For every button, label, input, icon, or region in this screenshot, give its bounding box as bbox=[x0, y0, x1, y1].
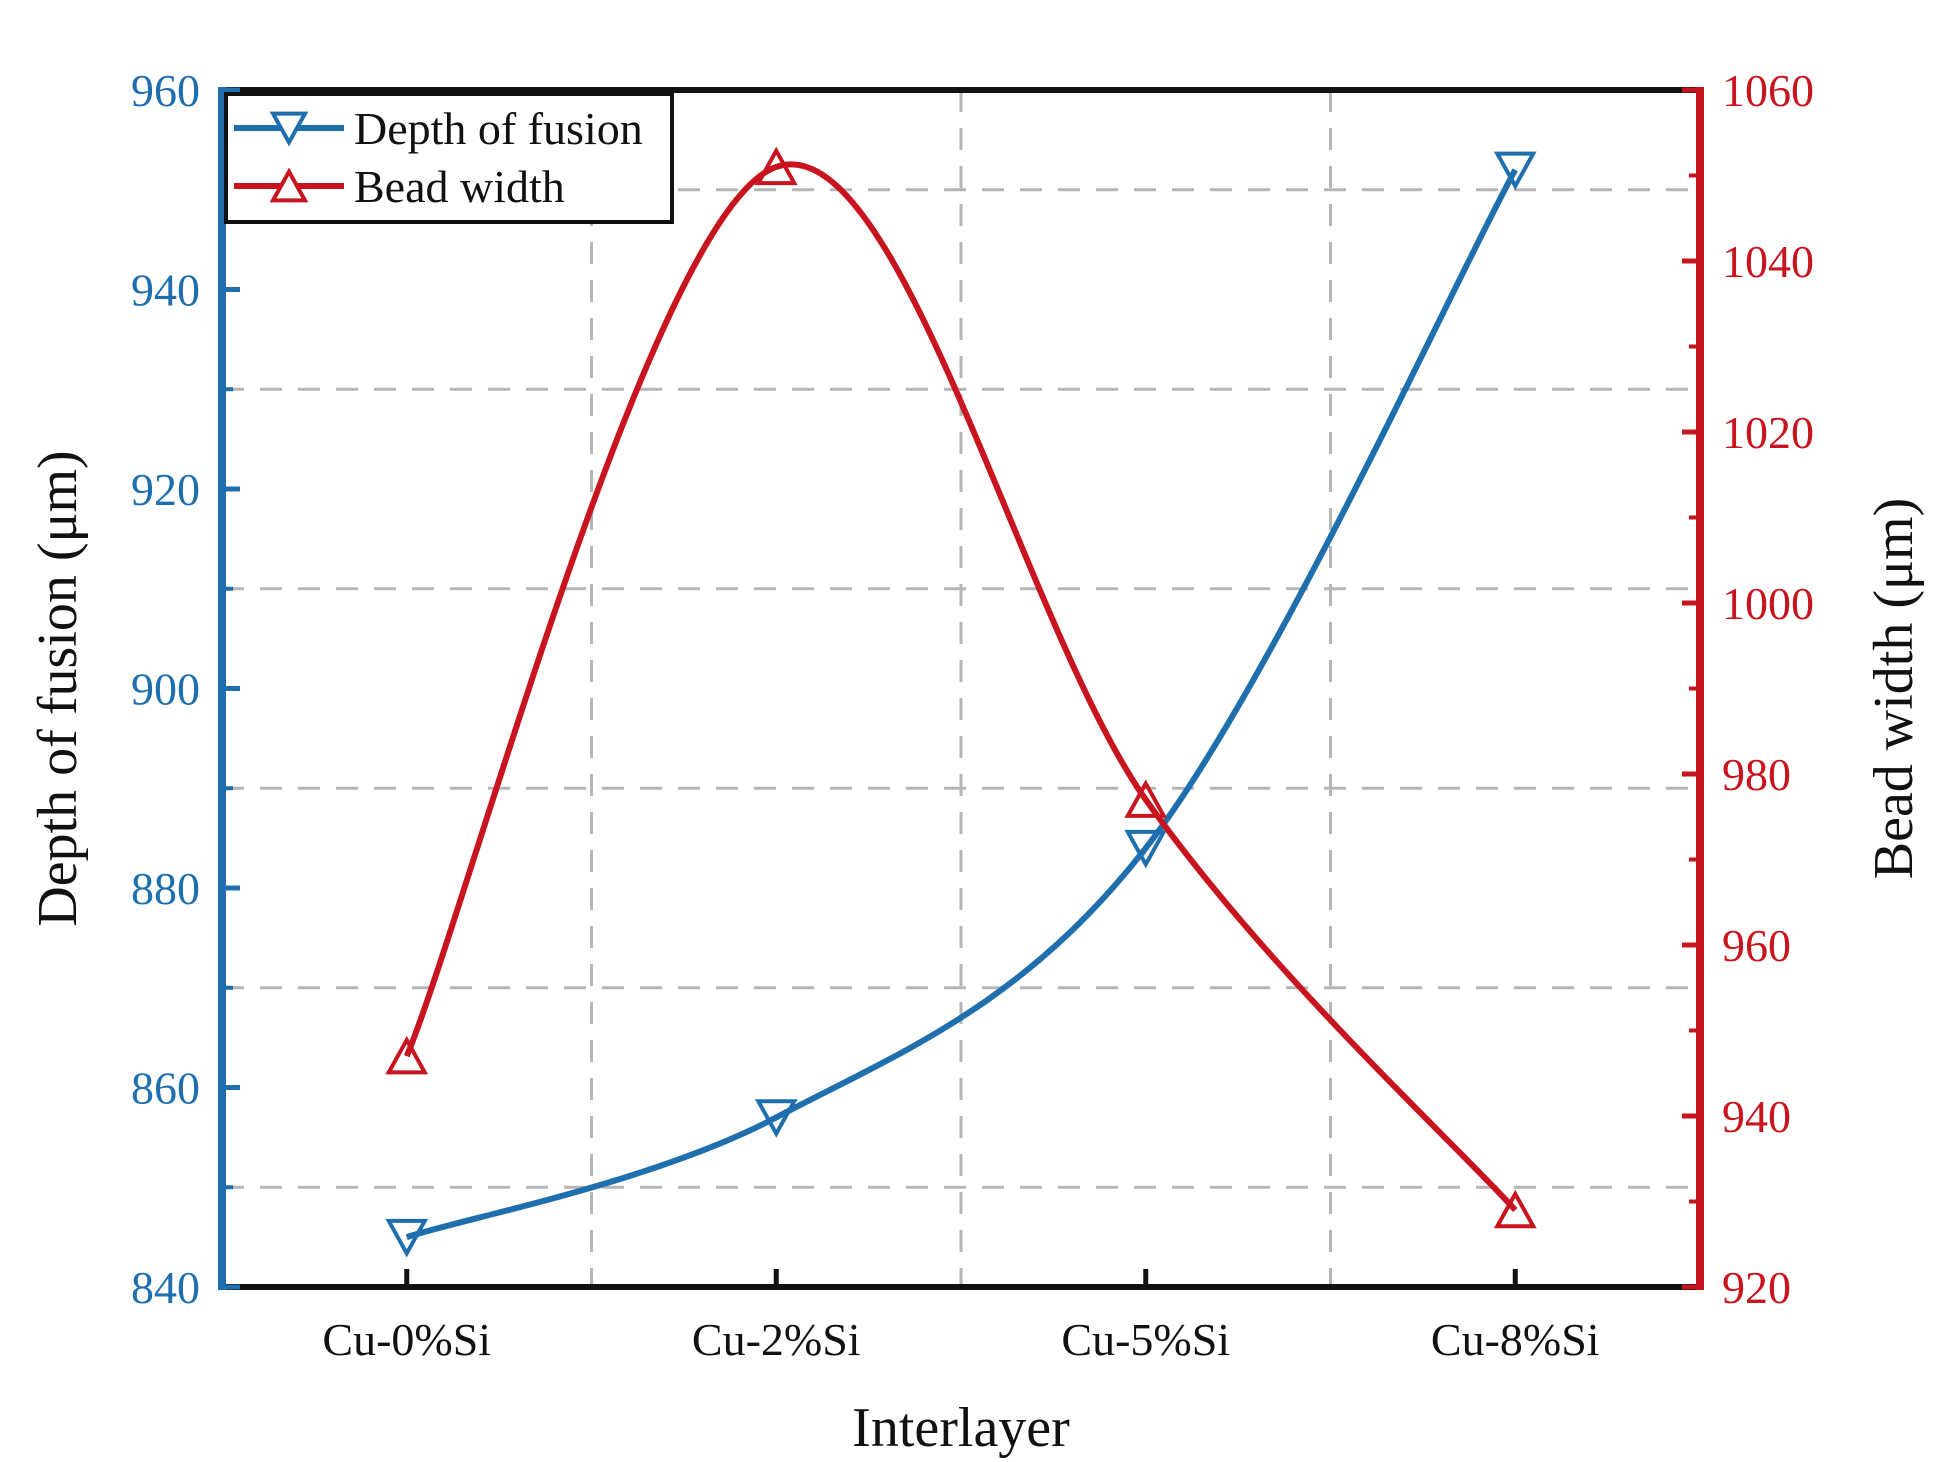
x-tick-label: Cu-5%Si bbox=[1061, 1314, 1230, 1365]
right-y-tick-label: 1020 bbox=[1722, 407, 1814, 458]
left-y-tick-label: 840 bbox=[131, 1262, 200, 1313]
data-point-depth-of-fusion bbox=[1493, 151, 1537, 191]
left-y-axis-title: Depth of fusion (μm) bbox=[27, 450, 89, 926]
legend: Depth of fusion Bead width bbox=[224, 92, 674, 224]
axis-ticks: 840 860 880 900 920 940 960 920 940 960 980 1000 102… bbox=[131, 65, 1814, 1365]
legend-marker-bead-width bbox=[269, 167, 309, 203]
legend-label-depth-of-fusion: Depth of fusion bbox=[354, 103, 643, 154]
series-line-bead-width bbox=[403, 161, 1518, 1213]
series-layer bbox=[385, 146, 1537, 1258]
data-point-depth-of-fusion bbox=[1124, 829, 1168, 869]
left-y-tick-label: 960 bbox=[131, 65, 200, 116]
data-point-bead-width bbox=[1493, 1189, 1537, 1229]
left-y-tick-label: 940 bbox=[131, 265, 200, 316]
data-point-bead-width bbox=[754, 146, 798, 186]
left-y-tick-label: 900 bbox=[131, 664, 200, 715]
right-y-tick-label: 940 bbox=[1722, 1091, 1791, 1142]
right-y-tick-label: 1000 bbox=[1722, 578, 1814, 629]
right-y-axis-title: Bead width (μm) bbox=[1863, 498, 1925, 880]
right-y-tick-label: 960 bbox=[1722, 920, 1791, 971]
x-tick-label: Cu-0%Si bbox=[322, 1314, 491, 1365]
right-y-tick-label: 1060 bbox=[1722, 65, 1814, 116]
legend-label-bead-width: Bead width bbox=[354, 161, 565, 212]
right-y-tick-label: 980 bbox=[1722, 749, 1791, 800]
x-tick-label: Cu-2%Si bbox=[692, 1314, 861, 1365]
x-tick-label: Cu-8%Si bbox=[1431, 1314, 1600, 1365]
data-point-bead-width bbox=[385, 1035, 429, 1075]
left-y-tick-label: 920 bbox=[131, 464, 200, 515]
right-y-tick-label: 920 bbox=[1722, 1262, 1791, 1313]
data-point-depth-of-fusion bbox=[385, 1218, 429, 1258]
left-y-tick-label: 880 bbox=[131, 863, 200, 914]
x-axis-title: Interlayer bbox=[852, 1397, 1070, 1459]
data-point-depth-of-fusion bbox=[754, 1099, 798, 1138]
series-line-depth-of-fusion bbox=[405, 168, 1518, 1240]
legend-marker-depth-of-fusion bbox=[269, 111, 309, 147]
right-y-tick-label: 1040 bbox=[1722, 236, 1814, 287]
left-y-tick-label: 860 bbox=[131, 1063, 200, 1114]
data-point-bead-width bbox=[1124, 779, 1168, 818]
